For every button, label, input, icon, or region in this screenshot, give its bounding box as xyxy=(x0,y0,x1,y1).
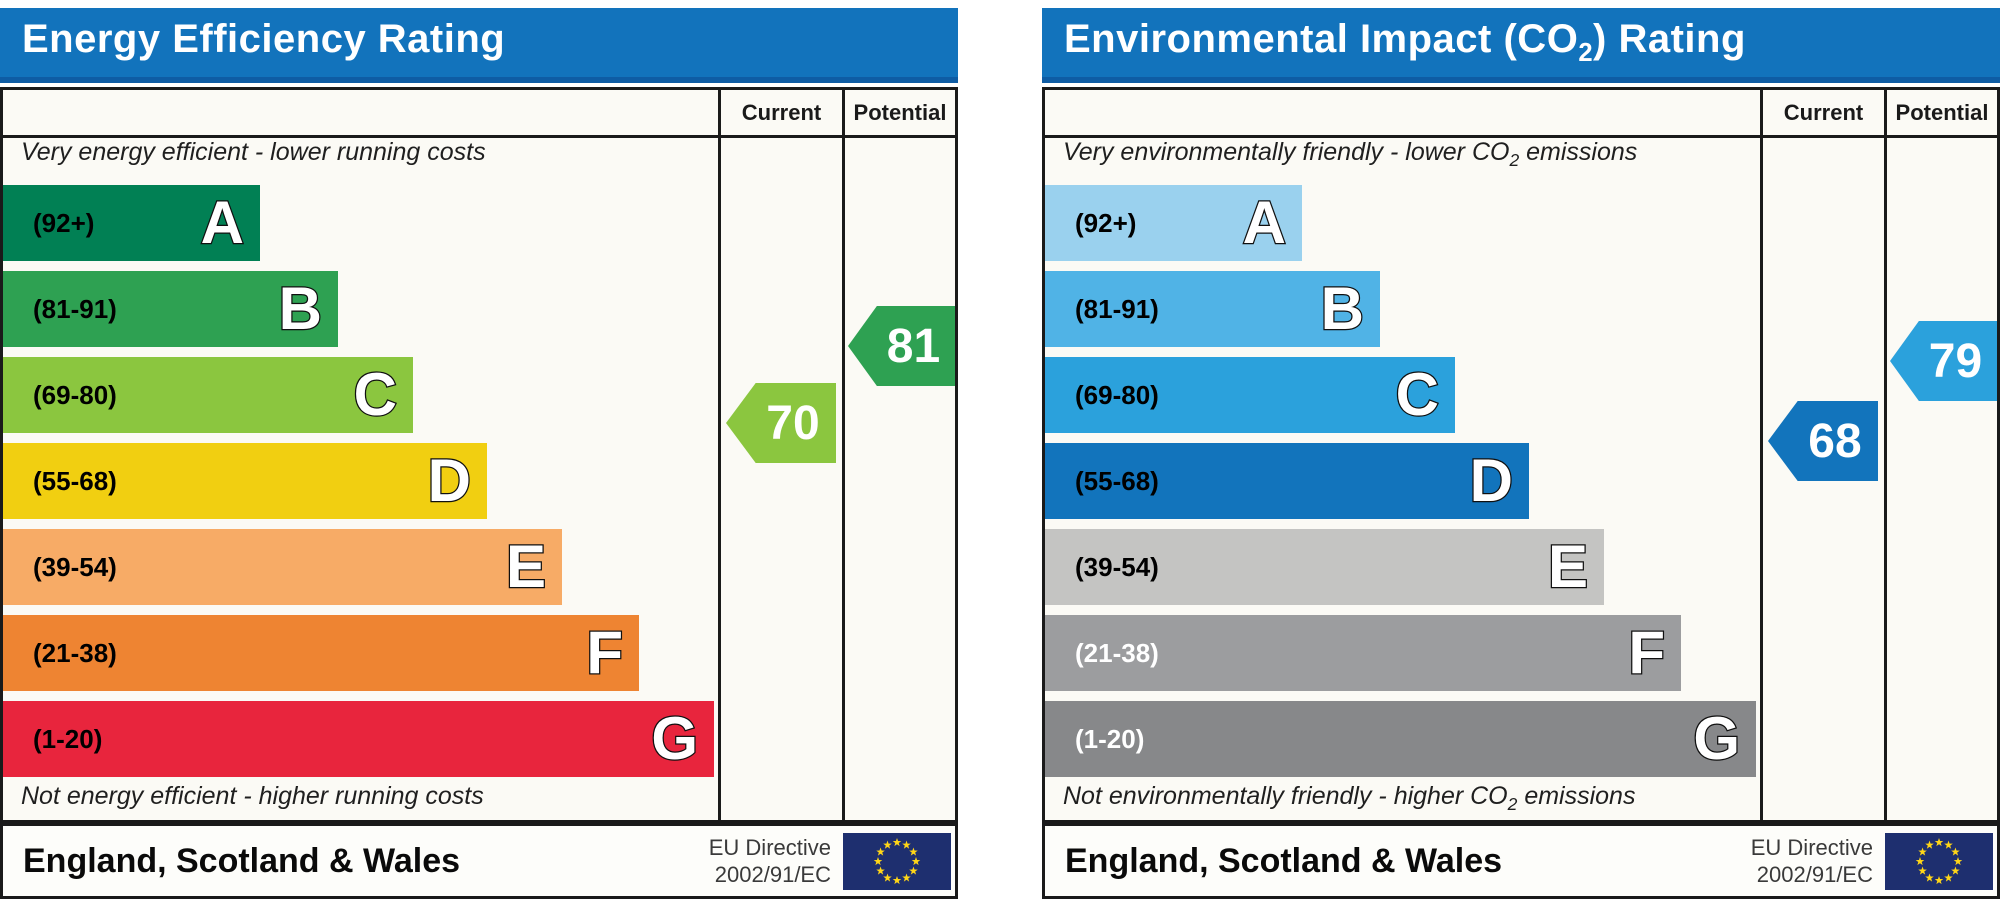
chart-title: Energy Efficiency Rating xyxy=(0,17,505,68)
current-rating-arrow: 70 xyxy=(726,383,836,463)
band-b: (81-91) B xyxy=(3,271,338,347)
region-label: England, Scotland & Wales xyxy=(1065,841,1503,880)
band-letter: G xyxy=(1692,705,1741,772)
eu-flag-icon xyxy=(843,832,951,890)
potential-column-header: Potential xyxy=(1895,99,1989,125)
current-column-divider xyxy=(718,90,721,820)
band-range-label: (1-20) xyxy=(1075,723,1145,754)
band-letter: B xyxy=(1319,275,1365,342)
band-range-label: (39-54) xyxy=(33,551,117,582)
band-letter: C xyxy=(352,361,398,428)
current-rating-value: 68 xyxy=(1808,414,1862,468)
band-letter: E xyxy=(505,533,548,600)
potential-column-header: Potential xyxy=(853,99,947,125)
rating-table: Current Potential Very energy efficient … xyxy=(0,87,958,823)
band-letter: G xyxy=(650,705,699,772)
band-letter: A xyxy=(199,189,245,256)
band-range-label: (92+) xyxy=(1075,207,1137,238)
bottom-note: Not energy efficient - higher running co… xyxy=(21,782,484,810)
eu-flag-icon xyxy=(1885,832,1993,890)
band-f: (21-38) F xyxy=(3,615,639,691)
top-note: Very energy efficient - lower running co… xyxy=(21,138,486,166)
band-letter: B xyxy=(277,275,323,342)
bottom-note: Not environmentally friendly - higher CO… xyxy=(1063,782,1636,814)
band-range-label: (69-80) xyxy=(1075,379,1159,410)
band-range-label: (55-68) xyxy=(33,465,117,496)
band-a: (92+) A xyxy=(3,185,260,261)
current-rating-arrow: 68 xyxy=(1768,401,1878,481)
top-note: Very environmentally friendly - lower CO… xyxy=(1063,138,1638,170)
band-letter: D xyxy=(426,447,472,514)
potential-rating-value: 79 xyxy=(1928,334,1983,388)
eu-directive-label: EU Directive 2002/91/EC xyxy=(708,834,831,888)
band-range-label: (69-80) xyxy=(33,379,117,410)
band-e: (39-54) E xyxy=(1045,529,1604,605)
band-letter: E xyxy=(1547,533,1590,600)
environmental-impact-co2-rating-chart: Environmental Impact (CO2) Rating Curren… xyxy=(1042,0,2000,899)
footer-bar: England, Scotland & Wales EU Directive 2… xyxy=(1042,823,2000,899)
header-row-divider xyxy=(3,135,955,138)
chart-title-text-post: ) Rating xyxy=(1593,17,1746,61)
band-d: (55-68) D xyxy=(1045,443,1529,519)
band-range-label: (55-68) xyxy=(1075,465,1159,496)
footer-bar: England, Scotland & Wales EU Directive 2… xyxy=(0,823,958,899)
header-row-divider xyxy=(1045,135,1997,138)
band-d: (55-68) D xyxy=(3,443,487,519)
band-letter: D xyxy=(1468,447,1514,514)
chart-title-bar: Environmental Impact (CO2) Rating xyxy=(1042,8,2000,83)
chart-title-text: Energy Efficiency Rating xyxy=(22,17,506,61)
band-letter: F xyxy=(585,619,624,686)
band-f: (21-38) F xyxy=(1045,615,1681,691)
current-column-header: Current xyxy=(741,99,822,125)
band-g: (1-20) G xyxy=(3,701,714,777)
chart-title-text: Environmental Impact (CO xyxy=(1064,17,1579,61)
band-range-label: (39-54) xyxy=(1075,551,1159,582)
band-range-label: (81-91) xyxy=(33,293,117,324)
band-range-label: (1-20) xyxy=(33,723,103,754)
chart-title: Environmental Impact (CO2) Rating xyxy=(1042,17,1746,68)
band-letter: A xyxy=(1241,189,1287,256)
region-label: England, Scotland & Wales xyxy=(23,841,461,880)
potential-rating-value: 81 xyxy=(886,319,941,373)
band-b: (81-91) B xyxy=(1045,271,1380,347)
current-column-divider xyxy=(1760,90,1763,820)
band-e: (39-54) E xyxy=(3,529,562,605)
rating-table: Current Potential Very environmentally f… xyxy=(1042,87,2000,823)
band-range-label: (21-38) xyxy=(1075,637,1159,668)
chart-title-bar: Energy Efficiency Rating xyxy=(0,8,958,83)
potential-rating-arrow: 79 xyxy=(1890,321,1997,401)
band-letter: F xyxy=(1627,619,1666,686)
band-c: (69-80) C xyxy=(3,357,413,433)
band-c: (69-80) C xyxy=(1045,357,1455,433)
band-range-label: (92+) xyxy=(33,207,95,238)
energy-efficiency-rating-chart: Energy Efficiency Rating Current Potenti… xyxy=(0,0,958,899)
eu-directive-label: EU Directive 2002/91/EC xyxy=(1750,834,1873,888)
chart-title-subscript: 2 xyxy=(1578,39,1594,67)
band-a: (92+) A xyxy=(1045,185,1302,261)
band-letter: C xyxy=(1394,361,1440,428)
current-rating-value: 70 xyxy=(766,396,820,450)
current-column-header: Current xyxy=(1783,99,1864,125)
band-range-label: (81-91) xyxy=(1075,293,1159,324)
potential-rating-arrow: 81 xyxy=(848,306,955,386)
band-range-label: (21-38) xyxy=(33,637,117,668)
potential-column-divider xyxy=(1884,90,1887,820)
potential-column-divider xyxy=(842,90,845,820)
band-g: (1-20) G xyxy=(1045,701,1756,777)
